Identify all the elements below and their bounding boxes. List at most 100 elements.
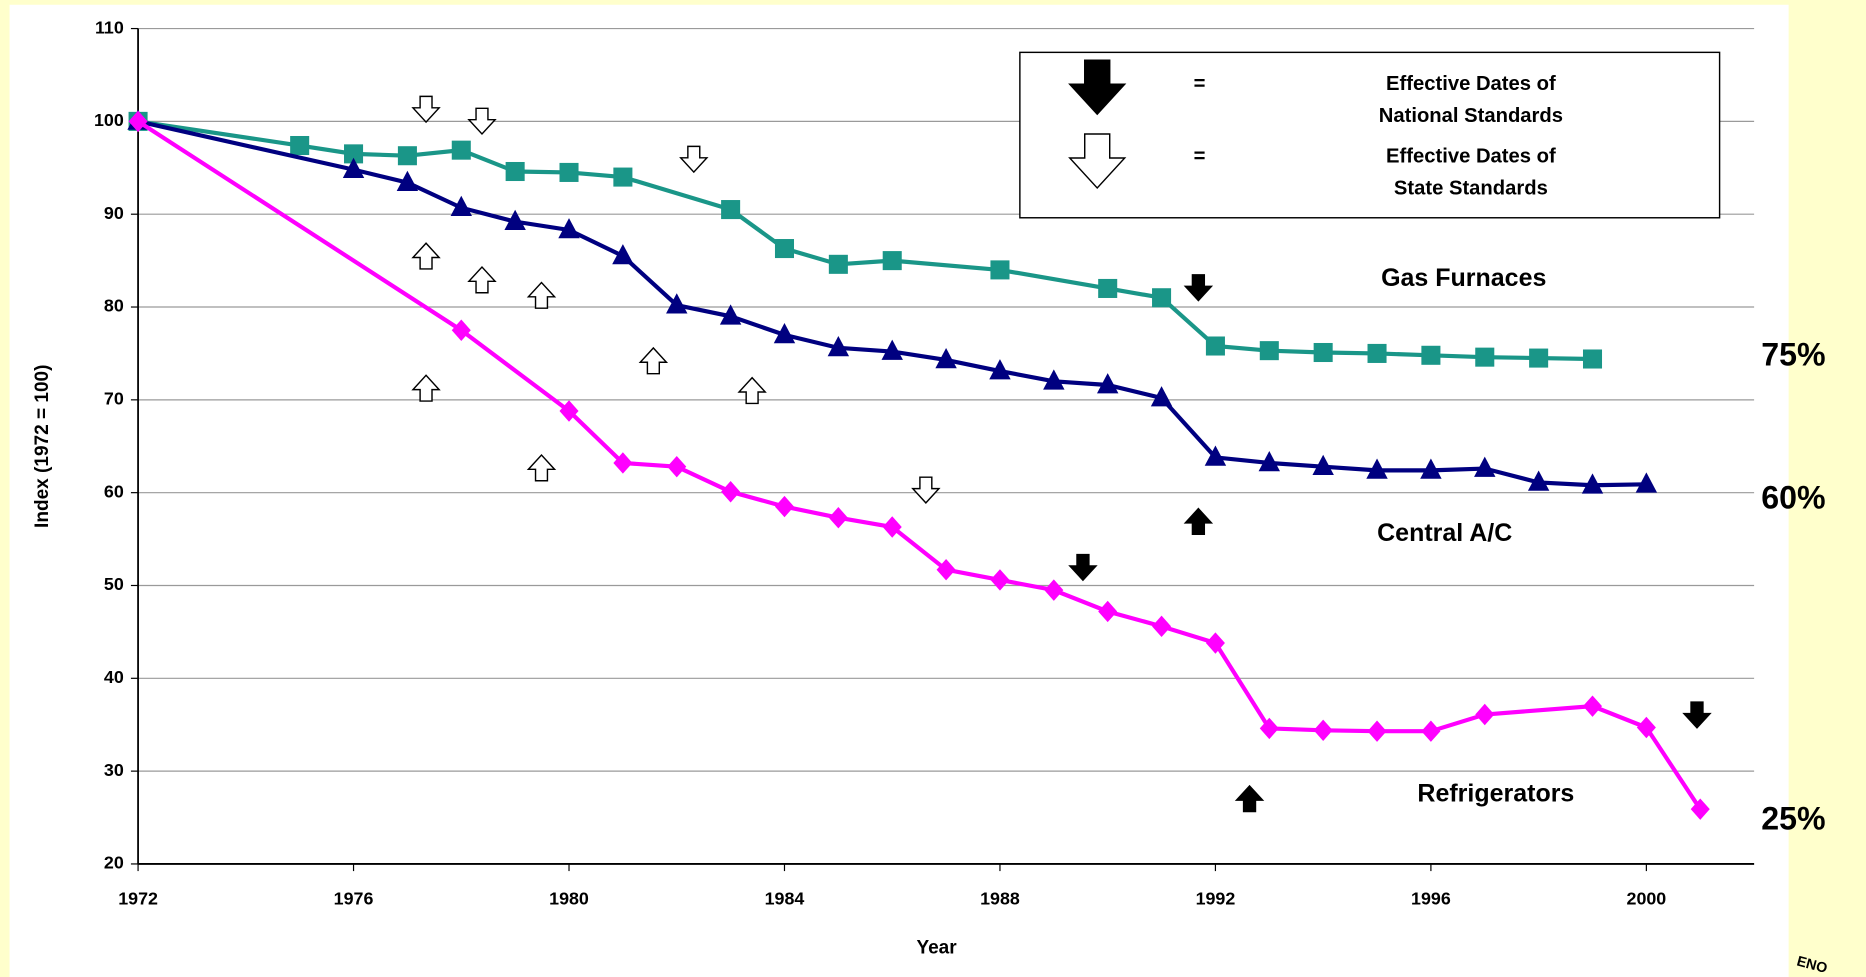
- marker: [559, 162, 579, 182]
- y-tick-label: 110: [95, 17, 124, 37]
- series-line: [137, 119, 1647, 488]
- marker: [1259, 341, 1279, 361]
- marker: [342, 157, 365, 178]
- marker: [1527, 470, 1550, 491]
- marker: [1098, 600, 1118, 623]
- marker: [667, 455, 687, 478]
- series-label: Refrigerators: [1417, 780, 1574, 808]
- marker: [882, 516, 902, 538]
- arrow: [1068, 553, 1098, 582]
- marker: [290, 135, 310, 156]
- corner-text: ENO: [1795, 954, 1829, 977]
- marker: [1150, 386, 1173, 407]
- marker: [1043, 369, 1065, 390]
- arrow: [737, 376, 767, 405]
- arrow: [1068, 59, 1127, 116]
- marker: [721, 481, 741, 503]
- arrow: [526, 454, 557, 482]
- marker: [128, 110, 148, 133]
- marker: [1474, 456, 1496, 477]
- marker: [989, 359, 1011, 380]
- y-tick-label: 20: [104, 853, 124, 873]
- x-tick-label: 1984: [765, 888, 805, 908]
- marker: [721, 200, 741, 220]
- x-tick-label: 1988: [980, 888, 1020, 908]
- marker: [613, 167, 633, 187]
- x-tick-label: 1992: [1196, 888, 1236, 908]
- marker: [1098, 278, 1118, 298]
- y-tick-label: 100: [94, 110, 124, 130]
- x-tick-label: 1980: [549, 888, 589, 908]
- marker: [1582, 349, 1603, 369]
- marker: [774, 239, 795, 259]
- marker: [451, 319, 471, 341]
- marker: [827, 335, 850, 357]
- series-label: Central A/C: [1377, 519, 1512, 547]
- marker: [1635, 472, 1658, 493]
- marker: [1152, 288, 1172, 308]
- legend-box: [1019, 51, 1721, 219]
- marker: [1529, 348, 1549, 368]
- legend-text: State Standards: [1394, 178, 1548, 200]
- series-label: Gas Furnaces: [1381, 264, 1546, 292]
- marker: [613, 452, 633, 474]
- marker: [882, 251, 902, 271]
- y-tick-label: 40: [104, 667, 124, 687]
- y-axis-title: Index (1972 = 100): [32, 365, 53, 528]
- marker: [397, 146, 417, 166]
- marker: [1582, 695, 1603, 717]
- marker: [1581, 473, 1604, 494]
- marker: [1313, 719, 1333, 741]
- marker: [1096, 373, 1119, 394]
- legend-text: Effective Dates of: [1386, 73, 1556, 95]
- marker: [1366, 458, 1388, 479]
- marker: [504, 209, 526, 230]
- marker: [1420, 458, 1442, 479]
- x-tick-label: 1976: [334, 888, 374, 908]
- arrow: [1682, 701, 1712, 729]
- marker: [828, 507, 848, 529]
- marker: [773, 322, 796, 344]
- marker: [990, 260, 1010, 280]
- marker: [1636, 716, 1656, 739]
- arrow: [1068, 133, 1127, 190]
- arrow: [411, 242, 441, 270]
- annotation: 60%: [1761, 479, 1825, 515]
- legend-symbol: =: [1194, 73, 1206, 95]
- marker: [396, 170, 419, 191]
- arrow: [411, 95, 441, 124]
- legend-text: Effective Dates of: [1386, 145, 1556, 167]
- marker: [559, 400, 579, 422]
- x-axis-title: Year: [916, 937, 957, 958]
- arrow: [911, 476, 941, 504]
- marker: [935, 348, 957, 369]
- y-tick-label: 30: [104, 760, 124, 780]
- marker: [990, 569, 1010, 591]
- arrow: [1183, 274, 1214, 302]
- y-tick-label: 70: [104, 389, 124, 409]
- marker: [344, 144, 364, 164]
- x-tick-label: 1972: [118, 888, 158, 908]
- marker: [1475, 347, 1495, 367]
- marker: [719, 304, 742, 325]
- arrow: [638, 346, 669, 375]
- marker: [1313, 342, 1333, 363]
- marker: [1259, 717, 1279, 740]
- marker: [1367, 343, 1387, 363]
- annotation: 75%: [1761, 336, 1825, 372]
- arrow: [1183, 507, 1214, 536]
- annotation: 25%: [1761, 801, 1825, 837]
- arrow: [679, 145, 709, 174]
- marker: [451, 140, 471, 160]
- marker: [505, 161, 525, 182]
- arrow: [411, 374, 441, 402]
- y-tick-label: 80: [104, 296, 124, 316]
- marker: [1204, 445, 1227, 466]
- legend-symbol: =: [1194, 145, 1206, 167]
- arrow: [467, 265, 497, 294]
- marker: [881, 339, 903, 360]
- marker: [828, 254, 848, 274]
- y-tick-label: 90: [104, 203, 124, 223]
- marker: [666, 293, 688, 314]
